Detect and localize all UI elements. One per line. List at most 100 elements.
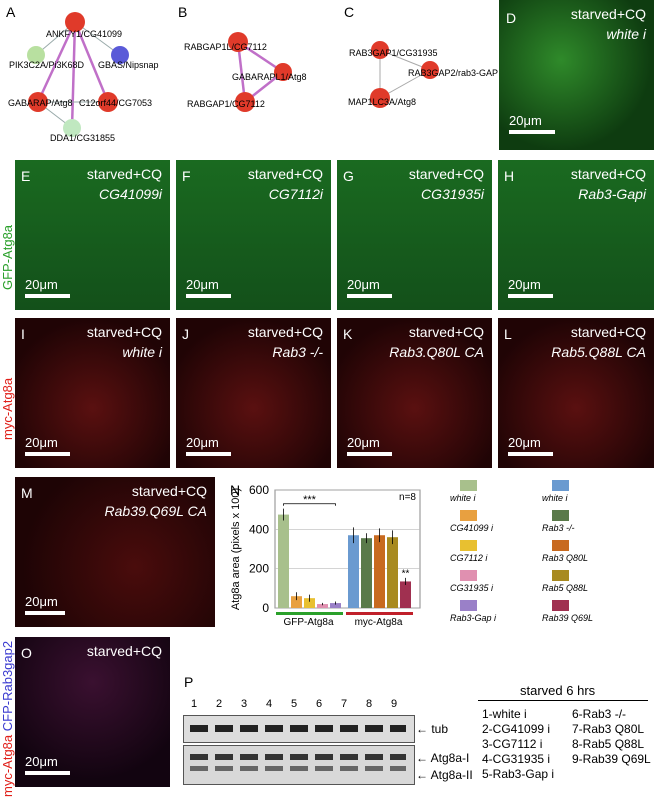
condition-label: starved+CQ — [247, 166, 323, 182]
genotype-label: CG41099i — [98, 186, 162, 202]
node-a2: PIK3C2A/Pi3K68D — [9, 60, 85, 70]
scale-label: 20μm — [25, 754, 58, 769]
n-annotation: n=8 — [399, 492, 416, 503]
node-a3: GBAS/Nipsnap — [98, 60, 159, 70]
key-entry: 5-Rab3-Gap i — [482, 767, 555, 781]
genotype-label: Rab5.Q88L CA — [551, 344, 646, 360]
key-entry: 2-CG41099 i — [482, 722, 551, 736]
sig-bracket — [283, 503, 336, 506]
node-b1: RABGAP1L/CG7112 — [184, 42, 267, 52]
atg8-i-label: ← Atg8a-I — [416, 751, 470, 765]
lane-number: 2 — [216, 698, 223, 710]
legend-swatch — [460, 510, 477, 521]
atg8-ii-label: ← Atg8a-II — [416, 768, 473, 782]
blot-tub — [183, 715, 415, 743]
lane-number: 6 — [316, 698, 323, 710]
genotype-label: Rab3.Q80L CA — [389, 344, 484, 360]
legend-label: Rab3 Q80L — [542, 553, 589, 563]
legend-label: CG41099 i — [450, 523, 494, 533]
scale-label: 20μm — [347, 277, 380, 292]
bar — [304, 598, 315, 608]
genotype-label: CG7112i — [268, 186, 323, 202]
scale-bar — [508, 294, 553, 298]
panel-letter-n: N — [230, 482, 241, 498]
y-tick-label: 200 — [249, 562, 269, 576]
scale-label: 20μm — [508, 277, 541, 292]
legend-swatch — [460, 570, 477, 581]
panel-letter-d: D — [506, 10, 517, 26]
condition-label: starved+CQ — [570, 6, 646, 22]
bar — [291, 596, 302, 608]
legend-swatch — [552, 510, 569, 521]
legend-label: CG7112 i — [450, 553, 488, 563]
node-a4: GABARAP/Atg8 — [8, 98, 73, 108]
group-label: GFP-Atg8a — [283, 617, 333, 628]
scale-bar — [186, 294, 231, 298]
o-red-label: myc-Atg8a — [0, 734, 15, 797]
key-entry: 4-CG31935 i — [482, 752, 551, 766]
scale-bar — [186, 452, 231, 456]
key-entry: 3-CG7112 i — [482, 737, 543, 751]
y-tick-label: 0 — [262, 601, 269, 615]
condition-label: starved+CQ — [131, 483, 207, 499]
legend-swatch — [460, 480, 477, 491]
key-entry: 9-Rab39 Q69L — [572, 752, 651, 766]
legend-swatch — [552, 480, 569, 491]
panel-letter-i: I — [21, 326, 25, 342]
atg8-i-bands — [190, 754, 406, 760]
group-bar — [276, 612, 343, 615]
scale-bar — [25, 294, 70, 298]
panel-letter-o: O — [21, 645, 32, 661]
bar — [278, 514, 289, 608]
node-c3: MAP1LC3A/Atg8 — [348, 97, 417, 107]
plot-frame — [274, 489, 421, 609]
panel-letter-a: A — [6, 4, 16, 20]
condition-label: starved+CQ — [86, 166, 162, 182]
bar — [387, 537, 398, 608]
myc-side-label: myc-Atg8a — [0, 377, 15, 440]
blot-key: 1-white i 6-Rab3 -/- 2-CG41099 i 7-Rab3 Q80… — [482, 707, 652, 787]
panel-h-image: starved+CQ Rab3-Gapi 20μm H — [498, 160, 654, 310]
scale-bar — [347, 294, 392, 298]
scale-bar — [25, 771, 70, 775]
legend-swatch — [460, 600, 477, 611]
genotype-label: Rab39.Q69L CA — [104, 503, 207, 519]
panel-letter-k: K — [343, 326, 353, 342]
node-b2: GABARAPL1/Atg8 — [232, 72, 307, 82]
sig-label: *** — [303, 494, 317, 506]
condition-label: starved+CQ — [408, 166, 484, 182]
lane-number: 8 — [366, 698, 373, 710]
panel-k-image: starved+CQ Rab3.Q80L CA 20μm K — [337, 318, 492, 468]
node-b3: RABGAP1/CG7112 — [187, 99, 265, 109]
legend-label: Rab3 -/- — [542, 523, 575, 533]
panel-letter-g: G — [343, 168, 354, 184]
key-title: starved 6 hrs — [520, 683, 596, 698]
y-tick-label: 400 — [249, 522, 269, 536]
y-axis-label: Atg8a area (pixels x 100) — [230, 488, 242, 610]
panel-m-image: starved+CQ Rab39.Q69L CA 20μm M — [15, 477, 215, 627]
group-label: myc-Atg8a — [355, 617, 403, 628]
gfp-side-label: GFP-Atg8a — [0, 224, 15, 290]
network-a — [27, 12, 129, 137]
y-tick-label: 600 — [249, 483, 269, 497]
panel-e-image: starved+CQ CG41099i 20μm E — [15, 160, 170, 310]
chart-legend: white i white i CG41099 i Rab3 -/- CG7112 i R… — [440, 480, 654, 630]
legend-swatch — [552, 600, 569, 611]
node-c1: RAB3GAP1/CG31935 — [349, 48, 438, 58]
panel-f-image: starved+CQ CG7112i 20μm F — [176, 160, 331, 310]
scale-label: 20μm — [186, 435, 219, 450]
legend-label: Rab5 Q88L — [542, 583, 589, 593]
key-entry: 7-Rab3 Q80L — [572, 722, 645, 736]
panel-letter-p: P — [184, 674, 194, 690]
panel-g-image: starved+CQ CG31935i 20μm G — [337, 160, 492, 310]
legend-label: white i — [450, 493, 476, 503]
legend-label: CG31935 i — [450, 583, 494, 593]
bar — [348, 535, 359, 608]
lane-number: 9 — [391, 698, 398, 710]
condition-label: starved+CQ — [86, 643, 162, 659]
scale-bar — [25, 452, 70, 456]
node-a1: ANKFY1/CG41099 — [46, 29, 123, 39]
scale-bar — [25, 611, 65, 615]
sig-label: ** — [402, 569, 410, 580]
node-a6: DDA1/CG31855 — [50, 133, 116, 143]
